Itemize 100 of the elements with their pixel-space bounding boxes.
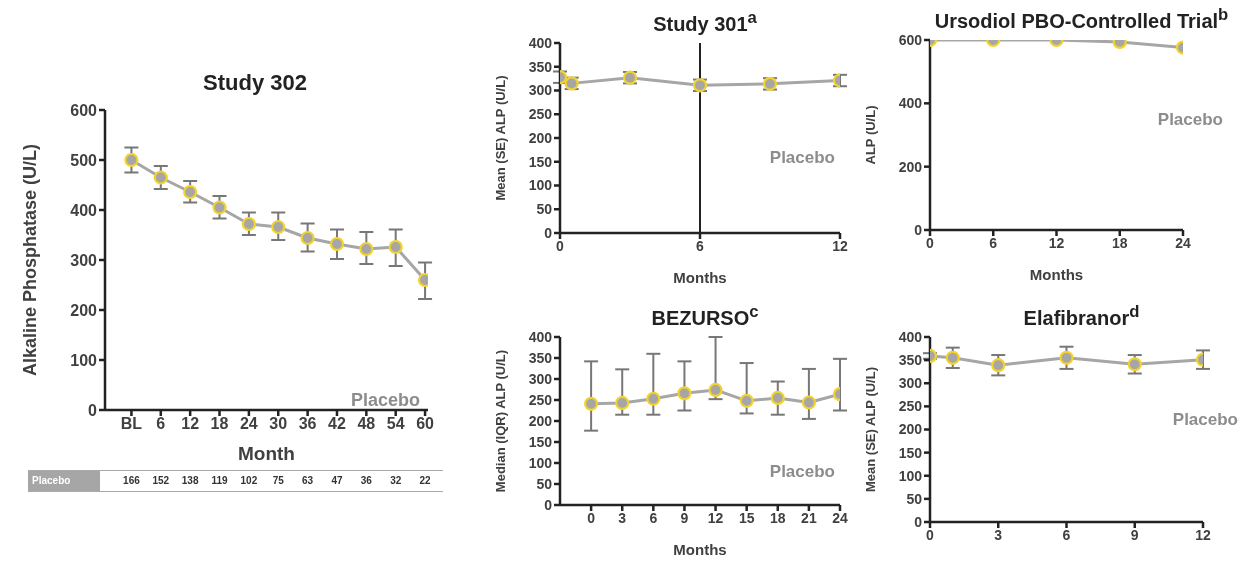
point (770, 390, 785, 405)
y-tick-label: 500 (70, 151, 98, 169)
x-tick-label: 0 (926, 234, 935, 251)
point (388, 239, 403, 255)
x-tick-label: 6 (696, 237, 705, 254)
x-tick-label: 24 (832, 509, 848, 526)
chart-title: Study 302 (202, 70, 308, 97)
x-tick-label: 18 (210, 415, 229, 433)
x-tick-label: 15 (738, 509, 755, 526)
text: Placebo (1172, 410, 1238, 430)
point (300, 230, 315, 246)
y-tick-label: 100 (898, 467, 923, 484)
point (329, 236, 345, 252)
x-tick-label: 9 (1130, 526, 1139, 543)
x-tick-label: 18 (769, 509, 786, 526)
x-tick-label: 60 (416, 415, 435, 433)
text: Placebo (1157, 110, 1223, 130)
y-tick-label: 600 (70, 101, 98, 119)
y-tick-label: 200 (898, 421, 923, 438)
x-tick-label: 12 (707, 509, 724, 526)
y-tick-label: 50 (906, 490, 923, 507)
point (271, 219, 286, 235)
point (708, 382, 723, 398)
x-tick-label: 12 (181, 415, 200, 433)
y-tick-label: 200 (528, 129, 553, 146)
x-tick-label: 48 (357, 415, 376, 433)
y-tick-label: 400 (528, 328, 553, 345)
y-tick-label: 400 (70, 201, 98, 219)
chart-title: Elafibranor$^{d}$ (1023, 302, 1140, 329)
text: Placebo (350, 390, 420, 411)
x-tick-label: 9 (680, 509, 689, 526)
y-tick-label: 100 (70, 351, 98, 369)
y-tick-label: 250 (528, 391, 553, 408)
y-tick-label: 150 (528, 153, 553, 170)
x-tick-label: 42 (328, 415, 346, 433)
x-tick-label: 36 (298, 415, 317, 433)
y-axis-title: ALP (U/L) (862, 105, 878, 165)
y-tick-label: 200 (898, 158, 923, 175)
y-tick-label: 250 (898, 398, 923, 415)
text: 166 (122, 474, 141, 488)
text: Placebo (28, 471, 100, 491)
text: 36 (359, 474, 373, 488)
y-tick-label: 350 (528, 58, 553, 75)
x-tick-label: 6 (649, 509, 658, 526)
y-tick-label: 300 (528, 370, 553, 387)
y-tick-label: 400 (528, 34, 553, 51)
x-tick-label: 6 (156, 415, 166, 433)
text: 32 (389, 474, 403, 488)
chart-title: Ursodiol PBO-Controlled Trial$^{b}$ (934, 5, 1229, 32)
y-tick-label: 300 (898, 375, 923, 392)
x-tick-label: BL (120, 415, 143, 433)
y-axis-title: Mean (SE) ALP (U/L) (862, 367, 878, 492)
x-tick-label: 21 (801, 509, 817, 526)
y-axis-title: Alkaline Phosphatase (U/L) (20, 143, 41, 377)
y-tick-label: 400 (898, 328, 923, 345)
y-axis-title: Median (IQR) ALP (U/L) (492, 349, 508, 493)
text: Placebo (769, 148, 835, 168)
x-tick-label: 6 (1062, 526, 1071, 543)
point (212, 200, 227, 215)
x-axis-title: Months (1029, 266, 1084, 283)
y-tick-label: 0 (88, 401, 98, 419)
point (359, 241, 374, 257)
y-tick-label: 200 (70, 301, 98, 319)
x-tick-label: 0 (556, 237, 565, 254)
y-tick-label: 300 (528, 82, 553, 99)
point (646, 391, 661, 406)
y-tick-label: 150 (528, 433, 553, 450)
text: 63 (301, 474, 315, 488)
y-tick-label: 150 (898, 444, 923, 461)
y-tick-label: 600 (898, 31, 923, 48)
y-tick-label: 100 (528, 454, 553, 471)
point (183, 184, 198, 200)
x-tick-label: 0 (926, 526, 935, 543)
y-tick-label: 350 (898, 352, 923, 369)
x-tick-label: 30 (269, 415, 288, 433)
x-axis-title: Months (673, 269, 727, 286)
text: 119 (210, 474, 229, 488)
y-tick-label: 400 (898, 95, 923, 112)
text: 138 (180, 474, 200, 488)
text: 102 (239, 474, 259, 488)
x-tick-label: 18 (1111, 234, 1128, 251)
x-tick-label: 12 (832, 237, 848, 254)
point (677, 386, 692, 401)
x-tick-label: 3 (618, 509, 627, 526)
x-tick-label: 3 (994, 526, 1003, 543)
y-tick-label: 100 (528, 177, 553, 194)
text: 152 (151, 474, 171, 488)
x-tick-label: 24 (239, 415, 258, 433)
x-tick-label: 6 (989, 234, 998, 251)
text: 22 (418, 474, 432, 488)
x-tick-label: 24 (1175, 234, 1191, 251)
chart-title: Study 301$^{a}$ (653, 8, 757, 35)
y-tick-label: 350 (528, 349, 553, 366)
text: Placebo (769, 462, 835, 482)
point (241, 216, 256, 232)
y-tick-label: 300 (70, 251, 98, 269)
point (615, 395, 630, 411)
text: 47 (330, 474, 344, 488)
point (584, 396, 599, 411)
y-tick-label: 0 (914, 221, 923, 238)
